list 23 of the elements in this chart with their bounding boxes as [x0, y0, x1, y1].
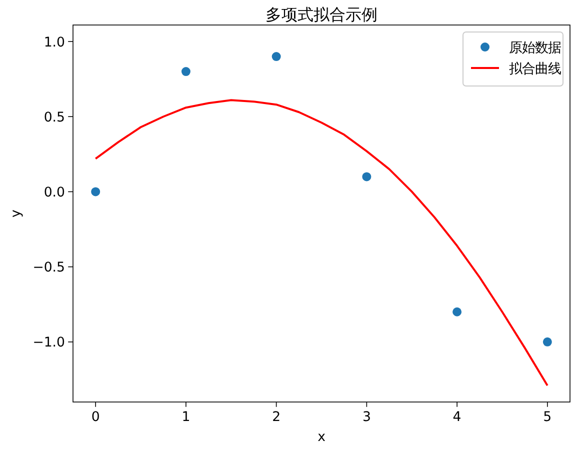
- point: [91, 187, 100, 196]
- point: [542, 337, 552, 346]
- legend-label: 原始数据: [509, 41, 561, 56]
- x-tick-label: 1: [182, 410, 190, 425]
- y-tick-label: 1.0: [44, 35, 65, 50]
- y-axis-title: y: [9, 209, 24, 218]
- point: [452, 307, 462, 316]
- x-tick-label: 5: [543, 410, 552, 425]
- point: [181, 67, 190, 76]
- x-axis-title: x: [318, 430, 326, 445]
- y-tick-label: 0.5: [44, 110, 65, 126]
- y-tick-label: −0.5: [32, 260, 65, 276]
- line-series: [94, 99, 548, 386]
- point: [362, 172, 372, 182]
- x-tick-label: 4: [452, 410, 462, 425]
- chart-title: 多项式拟合示例: [266, 5, 378, 24]
- y-tick-label: 0.0: [44, 186, 65, 201]
- x-tick-label: 3: [362, 410, 371, 425]
- x-tick-label: 2: [272, 410, 281, 425]
- x-tick-label: 0: [91, 410, 100, 425]
- point: [272, 52, 281, 62]
- legend-label: 拟合曲线: [509, 62, 561, 77]
- y-tick-label: −1.0: [32, 336, 65, 351]
